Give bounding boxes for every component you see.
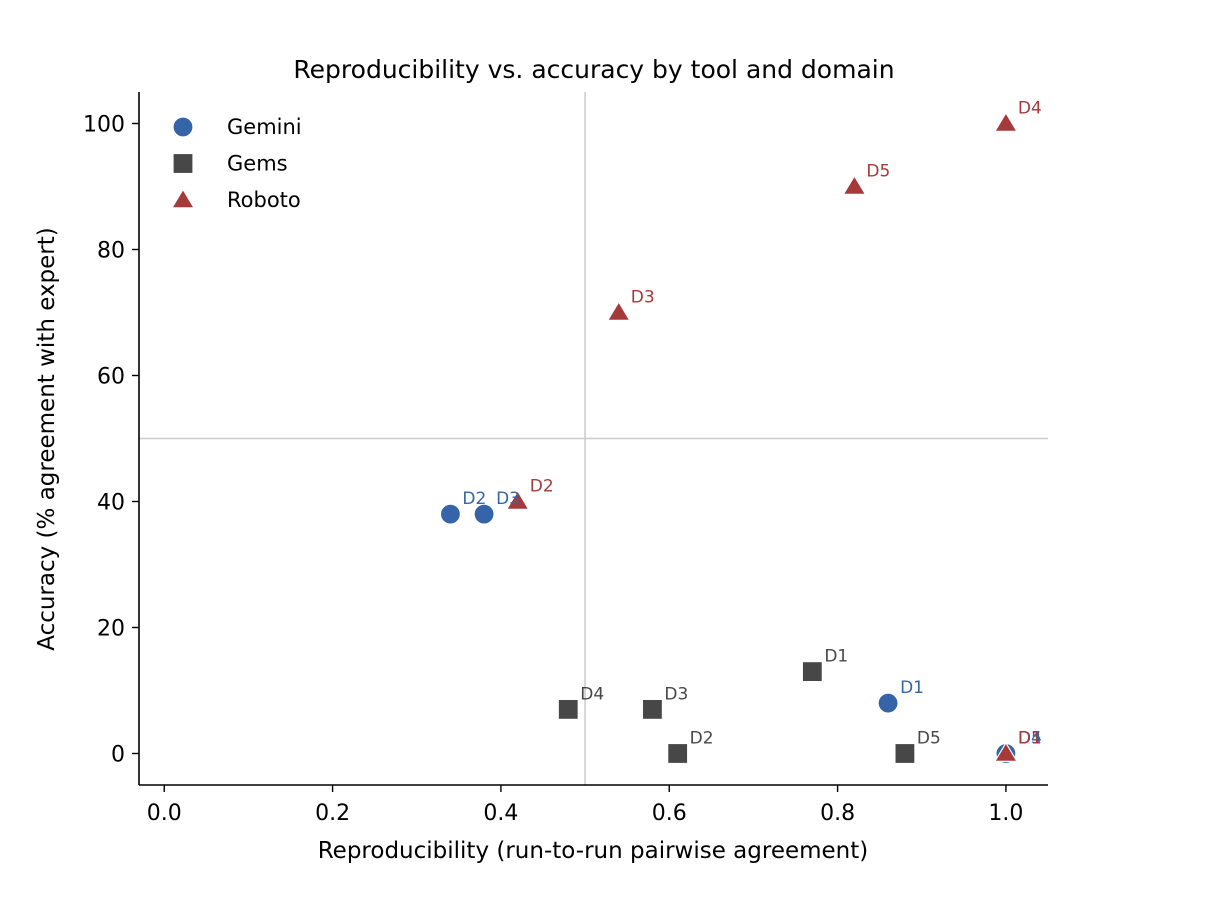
data-points	[439, 111, 1019, 765]
point-gems-d2	[667, 742, 689, 765]
legend-marker-gems	[172, 152, 194, 175]
point-gems-d1	[801, 660, 823, 683]
y-tick-label: 0	[111, 743, 125, 768]
y-tick-label: 100	[83, 113, 125, 138]
point-label-gemini-d3: D3	[496, 489, 520, 509]
x-tick-label: 0.2	[315, 801, 350, 826]
point-label-roboto-d3: D3	[631, 288, 655, 308]
ticks: 0.0 0.2 0.4 0.6 0.8 1.0 0 20 40 60 80 100	[83, 113, 1023, 827]
legend-marker-gemini	[172, 116, 194, 138]
point-roboto-d3	[606, 300, 631, 321]
point-roboto-d4	[993, 111, 1019, 132]
point-gems-d5	[894, 742, 916, 765]
y-tick-label: 80	[97, 239, 125, 264]
legend-marker-roboto	[170, 188, 196, 209]
y-tick-label: 60	[97, 365, 125, 390]
y-tick-label: 40	[97, 491, 125, 516]
point-roboto-d1	[993, 741, 1019, 762]
point-label-gemini-d1: D1	[900, 678, 924, 698]
point-label-gemini-d4: D4	[1018, 729, 1042, 749]
reference-lines	[139, 92, 1048, 785]
point-label-gems-d4: D4	[580, 684, 604, 704]
chart-title: Reproducibility vs. accuracy by tool and…	[293, 55, 894, 84]
point-label-gemini-d2: D2	[462, 489, 486, 509]
legend-label-roboto: Roboto	[227, 188, 301, 212]
y-tick-label: 20	[97, 617, 125, 642]
point-label-gems-d5: D5	[917, 729, 941, 749]
point-gems-d4	[557, 698, 579, 721]
point-gemini-d1	[877, 692, 899, 714]
x-tick-label: 0.6	[652, 801, 687, 826]
point-gems-d3	[641, 698, 664, 721]
x-tick-label: 0.8	[820, 801, 855, 826]
x-tick-label: 1.0	[988, 801, 1023, 826]
x-tick-label: 0.4	[483, 801, 518, 826]
legend: Gemini Gems Roboto	[170, 115, 302, 212]
point-gemini-d2	[439, 503, 462, 525]
point-roboto-d2	[505, 489, 530, 510]
x-tick-label: 0.0	[147, 801, 182, 826]
point-label-gems-d3: D3	[664, 684, 688, 704]
point-label-gemini-d5: D5	[1018, 729, 1042, 749]
point-roboto-d5	[842, 174, 867, 195]
y-axis-title: Accuracy (% agreement with expert)	[34, 227, 60, 651]
point-label-gems-d1: D1	[824, 647, 848, 667]
point-label-roboto-d2: D2	[530, 477, 554, 497]
axes	[138, 92, 1048, 786]
point-label-roboto-d4: D4	[1018, 99, 1042, 119]
point-label-roboto-d5: D5	[866, 162, 890, 182]
x-axis-title: Reproducibility (run-to-run pairwise agr…	[318, 838, 869, 864]
legend-label-gemini: Gemini	[227, 115, 302, 139]
legend-label-gems: Gems	[227, 152, 288, 176]
point-label-gems-d2: D2	[690, 729, 714, 749]
point-gemini-d3	[473, 503, 495, 525]
point-label-roboto-d1: D1	[1018, 729, 1042, 749]
